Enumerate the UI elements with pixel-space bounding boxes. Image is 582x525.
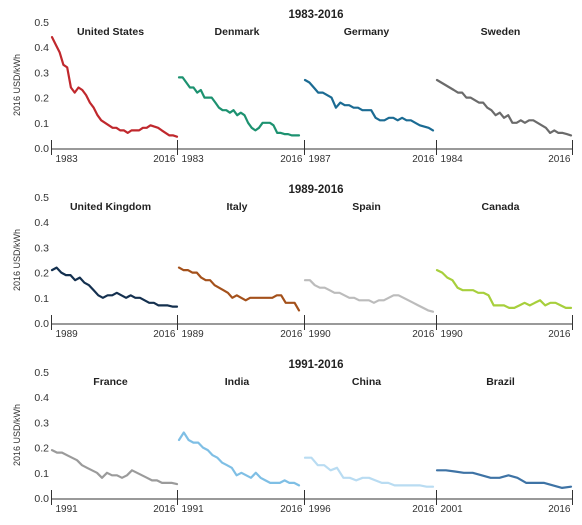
series-line-sweden — [435, 78, 573, 137]
y-tick-label-2-4: 0.4 — [34, 392, 49, 404]
y-tick-label-2-2: 0.2 — [34, 443, 49, 455]
x-tick-label-end-italy: 2016 — [280, 329, 303, 340]
series-line-united-kingdom — [50, 266, 179, 308]
x-tick-label-start-france: 1991 — [56, 504, 79, 515]
x-tick-label-start-canada: 1990 — [441, 329, 464, 340]
x-tick-label-start-germany: 1987 — [309, 154, 332, 165]
x-tick-label-start-brazil: 2001 — [441, 504, 464, 515]
panel-title-sweden: Sweden — [481, 26, 521, 38]
x-tick-label-end-sweden: 2016 — [548, 154, 571, 165]
x-tick-label-end-denmark: 2016 — [280, 154, 303, 165]
series-line-germany — [303, 78, 435, 132]
y-tick-label-0-0: 0.0 — [34, 143, 49, 155]
y-tick-label-1-0: 0.0 — [34, 318, 49, 330]
y-axis-label-2: 2016 USD/kWh — [12, 404, 22, 466]
panel-title-denmark: Denmark — [215, 26, 260, 38]
x-tick-label-start-united-states: 1983 — [56, 154, 79, 165]
panel-title-united-states: United States — [77, 26, 144, 38]
y-tick-label-1-3: 0.3 — [34, 242, 49, 254]
y-tick-label-1-4: 0.4 — [34, 217, 49, 229]
series-line-united-states — [50, 35, 179, 138]
row-title-2: 1991-2016 — [289, 359, 344, 371]
x-tick-label-start-united-kingdom: 1989 — [56, 329, 79, 340]
x-tick-label-end-germany: 2016 — [412, 154, 435, 165]
series-line-india — [177, 431, 301, 487]
y-axis-label-1: 2016 USD/kWh — [12, 229, 22, 291]
x-tick-label-end-brazil: 2016 — [548, 504, 571, 515]
x-tick-label-start-spain: 1990 — [309, 329, 332, 340]
x-tick-label-end-france: 2016 — [153, 504, 176, 515]
y-tick-label-1-5: 0.5 — [34, 192, 49, 204]
x-tick-label-start-sweden: 1984 — [441, 154, 464, 165]
y-tick-label-0-1: 0.1 — [34, 118, 49, 130]
x-tick-label-start-china: 1996 — [309, 504, 332, 515]
y-tick-label-1-1: 0.1 — [34, 293, 49, 305]
y-tick-label-0-4: 0.4 — [34, 42, 49, 54]
panel-title-germany: Germany — [344, 26, 390, 38]
y-tick-label-1-2: 0.2 — [34, 268, 49, 280]
series-line-brazil — [435, 469, 573, 489]
panel-title-france: France — [93, 376, 128, 388]
series-line-canada — [435, 269, 573, 309]
x-tick-label-start-italy: 1989 — [182, 329, 205, 340]
y-tick-label-2-0: 0.0 — [34, 493, 49, 505]
x-tick-label-end-india: 2016 — [280, 504, 303, 515]
panel-title-italy: Italy — [226, 201, 247, 213]
x-tick-label-end-united-kingdom: 2016 — [153, 329, 176, 340]
panel-title-spain: Spain — [352, 201, 381, 213]
series-line-italy — [177, 266, 301, 312]
panel-title-india: India — [225, 376, 250, 388]
y-tick-label-0-5: 0.5 — [34, 17, 49, 29]
x-tick-label-end-spain: 2016 — [412, 329, 435, 340]
x-tick-label-end-united-states: 2016 — [153, 154, 176, 165]
y-axis-label-0: 2016 USD/kWh — [12, 54, 22, 116]
panel-title-china: China — [352, 376, 381, 388]
x-tick-label-end-canada: 2016 — [548, 329, 571, 340]
series-line-china — [303, 456, 435, 488]
y-tick-label-2-5: 0.5 — [34, 367, 49, 379]
series-line-spain — [303, 279, 435, 313]
series-line-denmark — [177, 76, 301, 137]
x-tick-label-start-india: 1991 — [182, 504, 205, 515]
panel-title-brazil: Brazil — [486, 376, 515, 388]
y-tick-label-2-3: 0.3 — [34, 417, 49, 429]
y-tick-label-0-2: 0.2 — [34, 93, 49, 105]
panel-title-united-kingdom: United Kingdom — [70, 201, 151, 213]
series-line-france — [50, 449, 179, 486]
y-tick-label-2-1: 0.1 — [34, 468, 49, 480]
row-title-1: 1989-2016 — [289, 184, 344, 196]
x-tick-label-start-denmark: 1983 — [182, 154, 205, 165]
x-tick-label-end-china: 2016 — [412, 504, 435, 515]
y-tick-label-0-3: 0.3 — [34, 67, 49, 79]
row-title-0: 1983-2016 — [289, 9, 344, 21]
panel-title-canada: Canada — [482, 201, 520, 213]
